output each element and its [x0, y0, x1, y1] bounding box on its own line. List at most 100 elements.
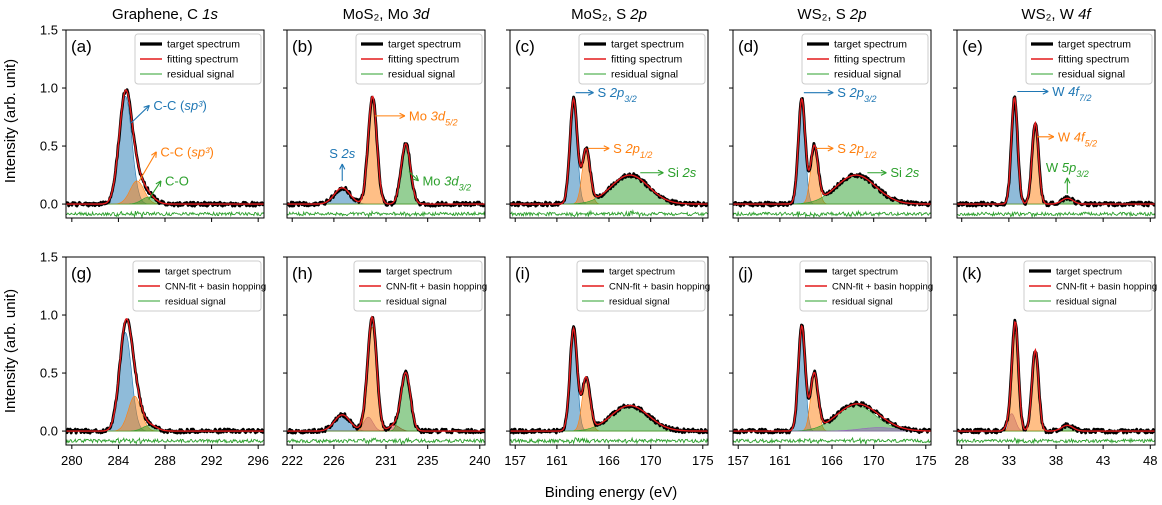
target-spectrum-line — [66, 318, 264, 435]
annotation-label: C-C (sp³) — [160, 144, 213, 159]
panel-top: (c) target spectrum fitting spectrum residu… — [506, 29, 709, 222]
annotation-label: C-C (sp³) — [153, 98, 206, 113]
legend-entry: residual signal — [1056, 297, 1117, 308]
annotation-arrowhead — [1042, 88, 1049, 95]
panel-bottom: 222 226 231 235 240 (h) target spectrum CNN-fit… — [281, 256, 491, 468]
residual-signal-line — [287, 209, 485, 218]
annotation-arrowhead — [155, 180, 162, 187]
x-tick-label: 166 — [598, 453, 620, 468]
legend-box — [1023, 260, 1153, 312]
legend: target spectrum fitting spectrum residual … — [355, 33, 483, 85]
legend: target spectrum CNN-fit + basin hopping re… — [353, 260, 487, 312]
component-peak-orange — [957, 349, 1155, 432]
legend-entry: target spectrum — [609, 267, 675, 278]
component-peak-blue — [733, 326, 931, 432]
target-spectrum-line — [510, 95, 708, 208]
panel-bottom: 157 161 166 170 175 (i) target spectrum CNN-fit… — [504, 256, 714, 468]
legend-box — [132, 260, 262, 312]
legend-entry: target spectrum — [388, 39, 461, 51]
legend: target spectrum fitting spectrum residual … — [801, 33, 929, 85]
legend-entry: CNN-fit + basin hopping — [165, 282, 266, 293]
annotation-label: S 2p3/2 — [837, 85, 876, 104]
annotation-label: Mo 3d3/2 — [422, 173, 471, 192]
legend-entry: CNN-fit + basin hopping — [609, 282, 710, 293]
legend-box — [576, 260, 706, 312]
legend: target spectrum CNN-fit + basin hopping re… — [1023, 260, 1157, 312]
fitting-spectrum-line — [733, 324, 931, 432]
x-tick-label: 296 — [247, 453, 269, 468]
x-tick-label: 292 — [201, 453, 223, 468]
fitting-spectrum-line — [957, 320, 1155, 432]
annotation-label: S 2p3/2 — [598, 85, 637, 104]
panel-label: (k) — [962, 264, 982, 283]
panel-bottom: 28 33 38 43 48 (k) target spectrum CNN-fit + ba… — [953, 256, 1158, 468]
x-tick-label: 48 — [1143, 453, 1157, 468]
component-peak-green — [287, 372, 485, 432]
legend-entry: target spectrum — [386, 267, 452, 278]
y-tick-label: 0.5 — [40, 366, 58, 381]
fitting-spectrum-line — [66, 317, 264, 432]
x-tick-label: 161 — [546, 453, 568, 468]
legend-entry: target spectrum — [165, 267, 231, 278]
y-tick-label: 1.5 — [40, 23, 58, 38]
target-spectrum-line — [287, 316, 485, 435]
legend-entry: residual signal — [834, 69, 901, 81]
residual-signal-line — [510, 209, 708, 218]
panel-top: (e) target spectrum fitting spectrum residu… — [953, 29, 1156, 222]
residual-signal-line — [510, 436, 708, 445]
y-tick-label: 0.5 — [40, 139, 58, 154]
legend: target spectrum CNN-fit + basin hopping re… — [799, 260, 933, 312]
x-tick-label: 280 — [61, 453, 83, 468]
legend-entry: fitting spectrum — [611, 54, 682, 66]
x-tick-label: 284 — [108, 453, 130, 468]
annotation-arrow — [148, 180, 162, 200]
legend-box — [353, 260, 483, 312]
panel-label: (j) — [738, 264, 753, 283]
x-tick-label: 226 — [323, 453, 345, 468]
annotation-arrowhead — [880, 169, 887, 176]
legend-entry: residual signal — [388, 69, 455, 81]
annotation-label: S 2p1/2 — [613, 141, 652, 160]
panel-label: (c) — [515, 37, 535, 56]
x-tick-label: 33 — [1002, 453, 1016, 468]
legend-entry: CNN-fit + basin hopping — [832, 282, 933, 293]
residual-signal-line — [287, 436, 485, 445]
legend-entry: fitting spectrum — [834, 54, 905, 66]
annotation-label: Si 2s — [667, 165, 696, 180]
annotation-label: W 5p3/2 — [1046, 160, 1089, 179]
y-axis-label-bottom: Intensity (arb. unit) — [2, 289, 19, 413]
annotation-label: Mo 3d5/2 — [409, 108, 458, 127]
legend: target spectrum fitting spectrum residual … — [1025, 33, 1153, 85]
residual-signal-line — [957, 210, 1155, 218]
annotation-arrowhead — [151, 151, 157, 158]
x-tick-label: 222 — [281, 453, 303, 468]
annotation-arrowhead — [827, 145, 834, 152]
legend-entry: residual signal — [611, 69, 678, 81]
legend-entry: target spectrum — [1058, 39, 1131, 51]
x-axis-label: Binding energy (eV) — [545, 484, 678, 501]
panel-label: (a) — [71, 37, 92, 56]
legend-box — [134, 33, 262, 85]
annotation-label: C-O — [165, 173, 189, 188]
x-tick-label: 157 — [504, 453, 526, 468]
legend-entry: residual signal — [165, 297, 226, 308]
x-tick-label: 235 — [417, 453, 439, 468]
panel-label: (i) — [515, 264, 530, 283]
legend-entry: target spectrum — [167, 39, 240, 51]
legend-box — [1025, 33, 1153, 85]
plot-area — [733, 97, 931, 218]
plot-area — [510, 95, 708, 218]
fitting-spectrum-line — [510, 326, 708, 432]
panel-label: (e) — [962, 37, 983, 56]
x-tick-label: 175 — [915, 453, 937, 468]
annotation-arrowhead — [399, 112, 406, 119]
annotation-arrow — [138, 151, 157, 182]
legend-entry: target spectrum — [1056, 267, 1122, 278]
residual-signal-line — [733, 209, 931, 218]
residual-signal-line — [66, 437, 264, 445]
plot-area — [66, 317, 264, 445]
y-tick-label: 1.5 — [40, 250, 58, 265]
panel-label: (g) — [71, 264, 92, 283]
panel-top: (b) target spectrum fitting spectrum residu… — [283, 29, 486, 222]
panel-bottom: 280 284 288 292 296 0.0 0.5 1.0 1.5 (g) target spe… — [40, 250, 269, 469]
